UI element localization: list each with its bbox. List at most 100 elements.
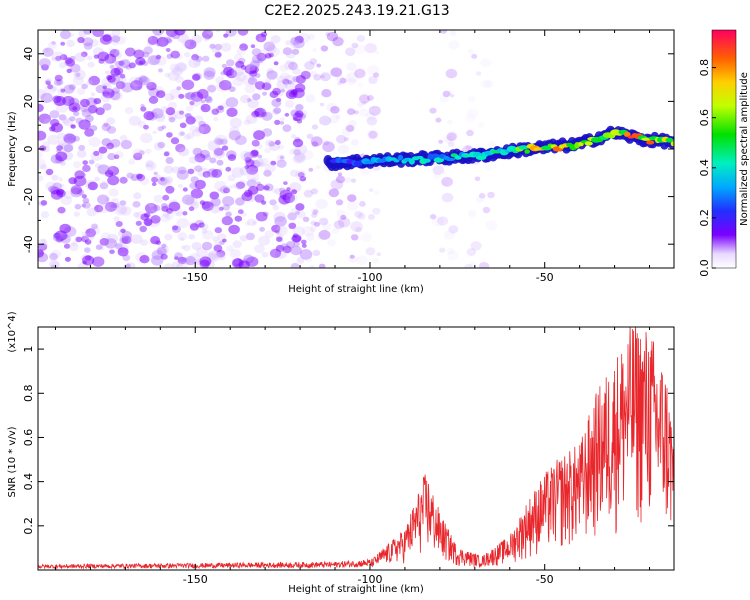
noise-speckle xyxy=(188,253,201,264)
noise-speckle xyxy=(38,175,44,182)
noise-speckle xyxy=(221,63,227,69)
noise-speckle xyxy=(244,84,256,94)
noise-speckle xyxy=(176,217,189,229)
colorbar-tick-label: 0.6 xyxy=(698,109,711,127)
noise-speckle xyxy=(311,141,319,147)
noise-speckle xyxy=(347,201,359,211)
noise-speckle xyxy=(140,239,148,246)
noise-speckle xyxy=(136,173,143,180)
noise-speckle xyxy=(235,197,245,206)
noise-speckle xyxy=(357,212,366,220)
noise-speckle xyxy=(290,134,297,139)
noise-speckle xyxy=(345,124,355,132)
noise-speckle xyxy=(121,235,132,244)
noise-speckle xyxy=(132,211,140,218)
noise-speckle xyxy=(485,220,498,231)
noise-speckle xyxy=(150,236,161,245)
noise-speckle xyxy=(161,179,172,189)
noise-speckle xyxy=(319,217,329,226)
noise-speckle xyxy=(90,226,101,235)
noise-speckle xyxy=(113,216,120,222)
noise-speckle xyxy=(247,77,258,85)
noise-speckle xyxy=(351,178,357,183)
noise-speckle xyxy=(448,225,459,234)
noise-speckle xyxy=(213,117,219,122)
noise-speckle xyxy=(168,116,176,123)
noise-speckle xyxy=(274,119,281,125)
noise-speckle xyxy=(322,222,332,231)
noise-speckle xyxy=(45,181,57,191)
y-tick-label: 0.8 xyxy=(22,385,35,403)
noise-speckle xyxy=(259,162,266,168)
noise-speckle xyxy=(299,249,313,260)
noise-speckle xyxy=(302,226,315,237)
noise-speckle xyxy=(68,242,79,252)
noise-speckle xyxy=(63,84,75,94)
noise-speckle xyxy=(254,73,261,78)
noise-speckle xyxy=(70,124,76,129)
noise-speckle xyxy=(243,119,251,126)
noise-speckle xyxy=(295,210,300,215)
noise-speckle xyxy=(475,195,485,203)
noise-speckle xyxy=(217,105,224,111)
noise-speckle xyxy=(360,92,371,101)
noise-speckle xyxy=(179,122,187,129)
noise-speckle xyxy=(432,165,445,175)
noise-speckle xyxy=(49,252,58,261)
noise-speckle xyxy=(237,196,245,202)
noise-speckle xyxy=(120,139,132,150)
noise-speckle xyxy=(350,221,363,232)
noise-speckle xyxy=(153,194,164,203)
noise-speckle xyxy=(192,128,202,137)
noise-speckle xyxy=(351,42,359,49)
noise-speckle xyxy=(51,56,56,61)
noise-speckle xyxy=(244,64,257,75)
noise-speckle xyxy=(112,203,118,208)
colorbar-tick-label: 0.0 xyxy=(698,259,711,277)
noise-speckle xyxy=(464,113,476,123)
noise-speckle xyxy=(152,30,165,36)
noise-speckle xyxy=(80,105,89,113)
noise-speckle xyxy=(38,249,44,258)
noise-speckle xyxy=(308,33,316,40)
noise-speckle xyxy=(82,160,88,166)
noise-speckle xyxy=(374,50,380,55)
noise-speckle xyxy=(443,230,455,240)
noise-speckle xyxy=(118,60,125,66)
noise-speckle xyxy=(237,30,249,36)
noise-speckle xyxy=(193,60,201,67)
noise-speckle xyxy=(151,182,157,187)
noise-speckle xyxy=(38,158,47,170)
noise-speckle xyxy=(245,114,258,124)
noise-speckle xyxy=(243,152,253,160)
noise-speckle xyxy=(182,187,188,192)
noise-speckle xyxy=(305,94,316,103)
noise-speckle xyxy=(144,203,158,214)
noise-speckle xyxy=(158,68,163,73)
noise-speckle xyxy=(86,207,98,217)
y-tick-label: 1 xyxy=(22,346,35,353)
noise-speckle xyxy=(176,211,183,217)
noise-speckle xyxy=(68,177,77,185)
noise-speckle xyxy=(174,62,187,73)
noise-speckle xyxy=(101,138,112,147)
noise-speckle xyxy=(488,140,496,147)
noise-speckle xyxy=(217,253,226,261)
noise-speckle xyxy=(213,137,223,145)
noise-speckle xyxy=(209,157,217,164)
noise-speckle xyxy=(435,117,442,123)
chart-title: C2E2.2025.243.19.21.G13 xyxy=(264,3,450,19)
noise-speckle xyxy=(250,44,256,49)
noise-speckle xyxy=(176,86,182,91)
noise-speckle xyxy=(232,77,244,87)
noise-speckle xyxy=(174,256,179,260)
noise-speckle xyxy=(107,175,120,186)
noise-speckle xyxy=(207,30,214,35)
colorbar-label: Normalized spectral amplitude xyxy=(739,72,750,226)
noise-speckle xyxy=(135,220,142,226)
noise-speckle xyxy=(247,98,252,102)
noise-speckle xyxy=(264,163,276,173)
noise-speckle xyxy=(190,91,204,102)
noise-speckle xyxy=(176,262,188,268)
noise-speckle xyxy=(213,147,224,156)
